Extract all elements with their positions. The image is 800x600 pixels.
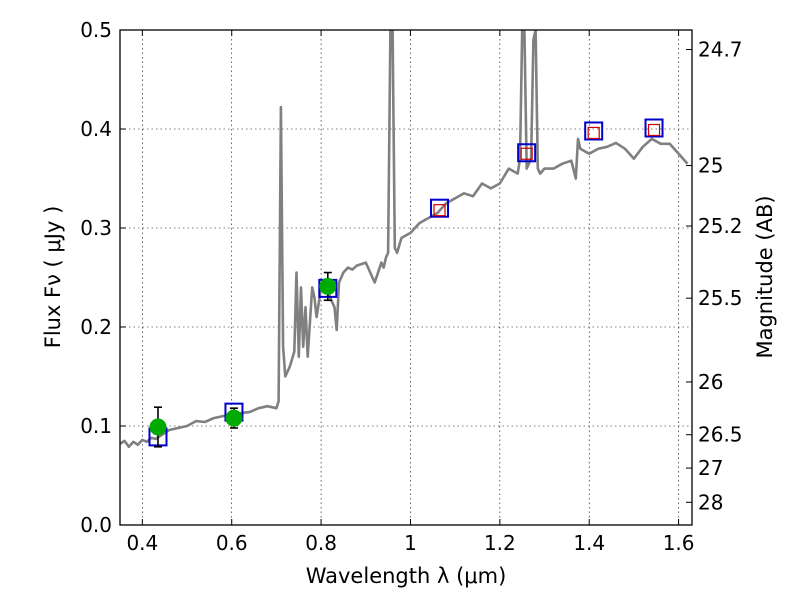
detection-marker	[319, 277, 337, 295]
x-axis-label: Wavelength λ (μm)	[306, 564, 507, 588]
series-group	[120, 30, 689, 449]
upper-limit-marker	[520, 147, 533, 160]
mag-tick-label: 26.5	[698, 423, 743, 447]
axis-ticks: 0.4 0.6 0.8 1 1.2 1.4 1.6 0.0 0.1 0.2 0.3 0.4 0.5 24.…	[80, 18, 742, 555]
plot-frame	[119, 29, 693, 526]
x-tick-label: 0.4	[126, 531, 158, 555]
x-tick-label: 0.8	[305, 531, 337, 555]
x-tick-label: 1.4	[573, 531, 605, 555]
detection-marker	[225, 409, 243, 427]
plot-series	[120, 30, 689, 449]
x-tick-label: 1.2	[484, 531, 516, 555]
model-photometry-marker	[430, 198, 450, 218]
x-tick-label: 0.6	[216, 531, 248, 555]
y-axis-label: Flux Fν ( μJy )	[41, 206, 65, 349]
y-tick-label: 0.1	[80, 414, 112, 438]
y-tick-label: 0.3	[80, 216, 112, 240]
upper-limit-marker	[647, 123, 661, 137]
model-photometry-marker	[584, 121, 604, 141]
y-tick-label: 0.0	[80, 513, 112, 537]
mag-tick-label: 25.5	[698, 286, 743, 310]
y-axis-right-label: Magnitude (AB)	[753, 195, 777, 358]
model-photometry-marker	[644, 118, 664, 138]
sed-line	[120, 30, 689, 449]
grid	[120, 30, 692, 525]
mag-tick-label: 25	[698, 154, 723, 178]
mag-tick-label: 26	[698, 370, 723, 394]
y-tick-label: 0.5	[80, 18, 112, 42]
mag-tick-label: 24.7	[698, 38, 743, 62]
upper-limit-marker	[433, 204, 446, 217]
mag-tick-label: 27	[698, 456, 723, 480]
y-tick-label: 0.2	[80, 315, 112, 339]
mag-tick-label: 28	[698, 490, 723, 514]
x-tick-label: 1.6	[663, 531, 695, 555]
model-photometry-marker	[517, 143, 537, 163]
y-tick-label: 0.4	[80, 117, 112, 141]
mag-tick-label: 25.2	[698, 214, 743, 238]
upper-limit-marker	[587, 126, 600, 140]
detection-marker	[149, 418, 167, 436]
x-tick-label: 1	[404, 531, 417, 555]
